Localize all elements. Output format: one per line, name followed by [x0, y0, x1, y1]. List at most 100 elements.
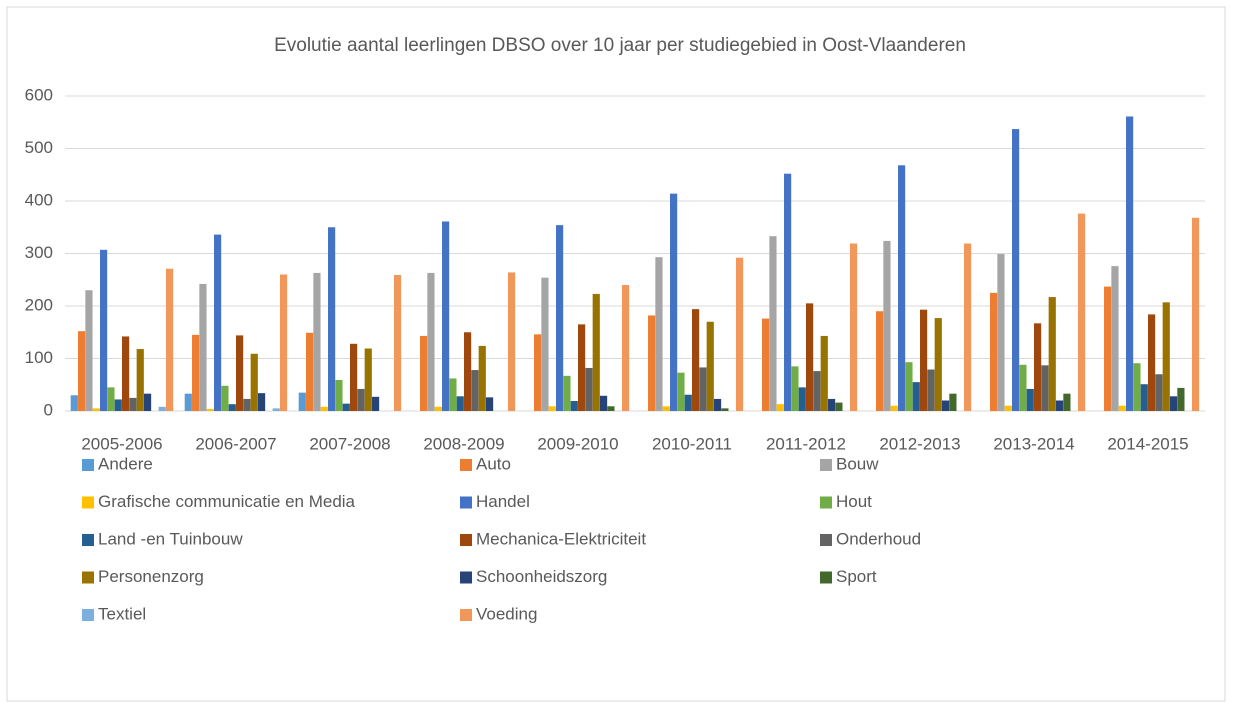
x-tick-label: 2010-2011 — [652, 434, 732, 453]
legend-swatch — [460, 459, 472, 471]
legend-swatch — [460, 534, 472, 546]
bar — [835, 402, 843, 411]
bar — [677, 372, 685, 411]
legend-label: Land -en Tuinbouw — [98, 529, 243, 548]
chart-title: Evolutie aantal leerlingen DBSO over 10 … — [274, 35, 966, 56]
bar — [585, 367, 593, 411]
x-tick-label: 2008-2009 — [423, 434, 504, 453]
bar — [485, 397, 494, 411]
bar — [192, 334, 200, 411]
x-tick-label: 2012-2013 — [879, 434, 960, 453]
bar — [721, 408, 729, 411]
legend-label: Andere — [98, 454, 153, 473]
bar — [1169, 396, 1178, 411]
x-tick-label: 2011-2012 — [766, 434, 846, 453]
bar — [122, 336, 130, 411]
bar — [1191, 217, 1200, 411]
bar — [464, 332, 472, 411]
bar — [934, 318, 942, 411]
bar — [70, 395, 78, 411]
bar — [165, 268, 174, 411]
bar — [813, 371, 821, 411]
bar — [699, 367, 707, 411]
bar — [784, 173, 792, 411]
bar — [393, 275, 402, 411]
bar — [507, 272, 516, 411]
legend-swatch — [82, 571, 94, 584]
bar — [963, 243, 972, 411]
bar — [706, 321, 714, 411]
bar — [236, 335, 244, 411]
bar — [541, 277, 549, 411]
bar — [563, 375, 571, 411]
bar — [599, 395, 608, 411]
legend-swatch — [82, 534, 94, 546]
x-tick-label: 2006-2007 — [195, 434, 276, 453]
bar — [607, 406, 615, 411]
bar — [997, 254, 1005, 411]
bar — [548, 406, 556, 411]
bar — [849, 243, 858, 411]
legend-swatch — [82, 609, 94, 621]
legend-label: Textiel — [98, 604, 146, 623]
bar — [1177, 387, 1185, 411]
legend-swatch — [820, 571, 832, 584]
bar — [243, 398, 251, 411]
bar — [1012, 129, 1020, 411]
bar — [1133, 363, 1141, 411]
bar — [478, 345, 486, 411]
bar — [592, 293, 600, 411]
bar — [898, 165, 906, 411]
bar — [427, 272, 435, 411]
bar — [471, 370, 479, 411]
bar — [449, 378, 457, 411]
y-tick-label: 300 — [25, 243, 53, 262]
bar — [1111, 266, 1119, 411]
bar — [143, 393, 152, 411]
bar — [1077, 213, 1086, 411]
bar — [762, 318, 770, 411]
bar — [798, 387, 806, 411]
bar — [570, 401, 578, 411]
bar — [1162, 302, 1170, 411]
bar — [735, 257, 744, 411]
legend-label: Mechanica-Elektriciteit — [476, 529, 646, 548]
bar — [350, 343, 358, 411]
bar — [364, 348, 372, 411]
bar — [456, 396, 464, 411]
bar — [250, 353, 258, 411]
bar — [214, 234, 222, 411]
bar — [621, 285, 630, 411]
bar — [927, 369, 935, 411]
y-tick-label: 400 — [25, 190, 53, 209]
bar — [990, 292, 998, 411]
legend-swatch — [82, 459, 94, 471]
legend-label: Schoonheidszorg — [476, 567, 607, 586]
bar — [221, 385, 229, 411]
y-tick-label: 600 — [25, 85, 53, 104]
bar — [272, 408, 280, 411]
bar — [107, 387, 115, 411]
legend-label: Auto — [476, 454, 511, 473]
bar — [1118, 405, 1126, 411]
legend-swatch — [820, 496, 832, 509]
bar — [949, 393, 957, 411]
x-tick-label: 2007-2008 — [309, 434, 390, 453]
bar — [92, 408, 100, 411]
legend-swatch — [820, 459, 832, 471]
bar — [298, 392, 306, 411]
bar — [905, 362, 913, 411]
bar — [670, 193, 678, 411]
bar — [1041, 365, 1049, 411]
bar — [791, 366, 799, 411]
bar — [1126, 116, 1134, 411]
bar — [420, 335, 428, 411]
bar — [1026, 388, 1034, 411]
bar — [1055, 400, 1064, 411]
bar — [357, 388, 365, 411]
bar — [806, 303, 814, 411]
bar — [257, 393, 266, 411]
bar — [820, 335, 828, 411]
bar — [713, 398, 722, 411]
